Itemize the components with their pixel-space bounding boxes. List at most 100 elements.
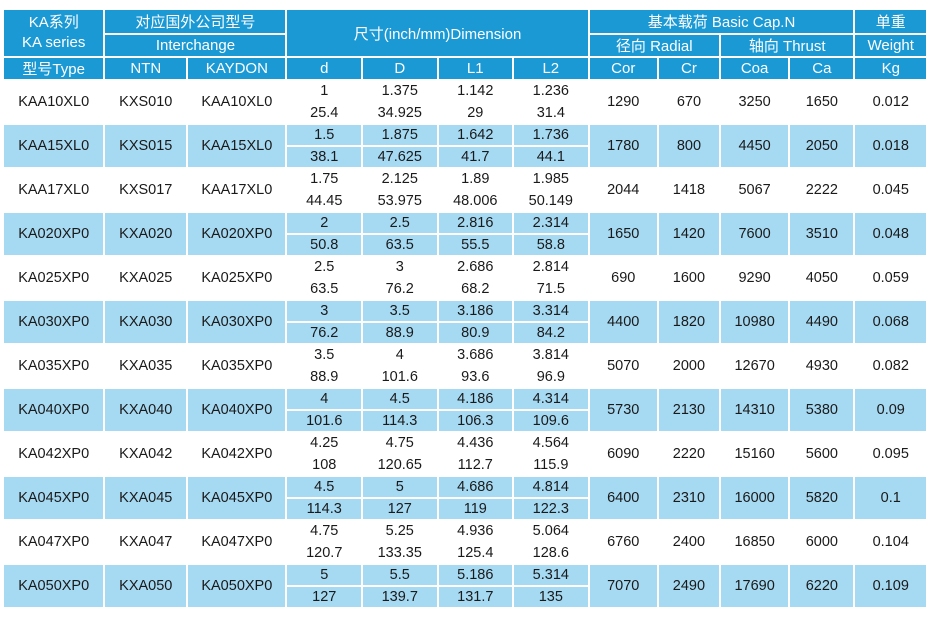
- table-row: KA045XP0 KXA045 KA045XP0 4.5 5 4.686 4.814 6400…: [1, 475, 928, 521]
- ca-cell: 2050: [788, 123, 856, 169]
- L2-inch-cell: 4.564: [512, 431, 590, 455]
- header-ka-series-cn: KA系列: [28, 13, 79, 31]
- coa-cell: 17690: [718, 563, 791, 609]
- L1-mm-cell: 112.7: [436, 453, 515, 477]
- header-radial: 径向 Radial: [587, 33, 721, 58]
- header-row-2: Interchange 径向 Radial 轴向 Thrust Weight: [3, 33, 928, 58]
- table-row: KA030XP0 KXA030 KA030XP0 3 3.5 3.186 3.314 4400…: [1, 299, 928, 345]
- D-mm-cell: 101.6: [361, 365, 439, 389]
- header-col-D: D: [361, 56, 439, 81]
- ntn-cell: KXA050: [103, 563, 189, 609]
- L2-inch-cell: 1.236: [512, 79, 590, 103]
- ntn-cell: KXA040: [103, 387, 189, 433]
- ntn-cell: KXA030: [103, 299, 189, 345]
- L2-mm-cell: 50.149: [512, 189, 590, 213]
- header-dimension: 尺寸(inch/mm)Dimension: [285, 8, 590, 58]
- header-col-ca: Ca: [788, 56, 856, 81]
- D-mm-cell: 139.7: [361, 585, 439, 609]
- model-cell: KA050XP0: [1, 563, 106, 609]
- d-inch-cell: 3: [285, 299, 363, 323]
- D-inch-cell: 5.25: [361, 519, 439, 543]
- model-cell: KA042XP0: [1, 431, 106, 477]
- L2-inch-cell: 2.314: [512, 211, 590, 235]
- d-inch-cell: 4.5: [285, 475, 363, 499]
- ntn-cell: KXA042: [103, 431, 189, 477]
- D-mm-cell: 47.625: [361, 145, 439, 169]
- table-row: KA050XP0 KXA050 KA050XP0 5 5.5 5.186 5.314 7070…: [1, 563, 928, 609]
- table-header: KA系列 KA series 对应国外公司型号 尺寸(inch/mm)Dimen…: [1, 8, 928, 81]
- kg-cell: 0.1: [853, 475, 928, 521]
- kaydon-cell: KA030XP0: [186, 299, 288, 345]
- cor-cell: 4400: [587, 299, 659, 345]
- header-col-L1: L1: [436, 56, 515, 81]
- L1-inch-cell: 4.686: [436, 475, 515, 499]
- header-col-ntn: NTN: [103, 56, 189, 81]
- d-inch-cell: 2: [285, 211, 363, 235]
- d-inch-cell: 4.75: [285, 519, 363, 543]
- table-row-mm: 44.45 53.975 48.006 50.149: [3, 189, 927, 213]
- header-ka-series: KA系列 KA series: [1, 8, 106, 58]
- L1-inch-cell: 1.89: [436, 167, 515, 191]
- model-cell: KA020XP0: [1, 211, 106, 257]
- table-row-mm: 101.6 114.3 106.3 109.6: [3, 409, 927, 433]
- table-row: KAA10XL0 KXS010 KAA10XL0 1 1.375 1.142 1.236 12…: [1, 79, 928, 125]
- ntn-cell: KXA045: [103, 475, 189, 521]
- table-row: KAA15XL0 KXS015 KAA15XL0 1.5 1.875 1.642 1.736…: [1, 123, 928, 169]
- cr-cell: 800: [656, 123, 721, 169]
- L1-inch-cell: 3.186: [436, 299, 515, 323]
- D-mm-cell: 76.2: [361, 277, 439, 301]
- ca-cell: 1650: [788, 79, 856, 125]
- kg-cell: 0.048: [853, 211, 928, 257]
- header-col-kg: Kg: [853, 56, 928, 81]
- L1-mm-cell: 80.9: [436, 321, 515, 345]
- d-mm-cell: 101.6: [285, 409, 363, 433]
- bearing-spec-table: KA系列 KA series 对应国外公司型号 尺寸(inch/mm)Dimen…: [1, 8, 928, 609]
- coa-cell: 4450: [718, 123, 791, 169]
- header-weight-en: Weight: [853, 33, 928, 58]
- L1-inch-cell: 5.186: [436, 563, 515, 587]
- coa-cell: 14310: [718, 387, 791, 433]
- L2-mm-cell: 58.8: [512, 233, 590, 257]
- cr-cell: 1418: [656, 167, 721, 213]
- table-row: KA040XP0 KXA040 KA040XP0 4 4.5 4.186 4.314 5730…: [1, 387, 928, 433]
- header-col-L2: L2: [512, 56, 590, 81]
- coa-cell: 7600: [718, 211, 791, 257]
- header-col-coa: Coa: [718, 56, 791, 81]
- header-row-3: 型号Type NTN KAYDON d D L1 L2 Cor Cr Coa C…: [1, 56, 928, 81]
- L2-mm-cell: 96.9: [512, 365, 590, 389]
- cr-cell: 1820: [656, 299, 721, 345]
- kg-cell: 0.059: [853, 255, 928, 301]
- cr-cell: 1420: [656, 211, 721, 257]
- L2-inch-cell: 3.814: [512, 343, 590, 367]
- L2-inch-cell: 1.985: [512, 167, 590, 191]
- table-row: KA025XP0 KXA025 KA025XP0 2.5 3 2.686 2.814 690 1…: [1, 255, 928, 301]
- cor-cell: 6090: [587, 431, 659, 477]
- coa-cell: 12670: [718, 343, 791, 389]
- coa-cell: 10980: [718, 299, 791, 345]
- table-row: KA047XP0 KXA047 KA047XP0 4.75 5.25 4.936 5.064…: [1, 519, 928, 565]
- table-row-mm: 127 139.7 131.7 135: [3, 585, 927, 609]
- L1-inch-cell: 1.142: [436, 79, 515, 103]
- ntn-cell: KXA035: [103, 343, 189, 389]
- kg-cell: 0.018: [853, 123, 928, 169]
- D-mm-cell: 133.35: [361, 541, 439, 565]
- table-row: KA035XP0 KXA035 KA035XP0 3.5 4 3.686 3.814 5070…: [1, 343, 928, 389]
- cor-cell: 6760: [587, 519, 659, 565]
- cor-cell: 1650: [587, 211, 659, 257]
- d-inch-cell: 5: [285, 563, 363, 587]
- kaydon-cell: KA047XP0: [186, 519, 288, 565]
- L2-inch-cell: 2.814: [512, 255, 590, 279]
- kg-cell: 0.109: [853, 563, 928, 609]
- L1-inch-cell: 4.936: [436, 519, 515, 543]
- kg-cell: 0.09: [853, 387, 928, 433]
- model-cell: KA045XP0: [1, 475, 106, 521]
- L1-inch-cell: 2.686: [436, 255, 515, 279]
- table-body: KAA10XL0 KXS010 KAA10XL0 1 1.375 1.142 1.236 12…: [1, 79, 928, 609]
- table-row-mm: 25.4 34.925 29 31.4: [3, 101, 927, 125]
- header-col-kaydon: KAYDON: [186, 56, 288, 81]
- table-row-mm: 38.1 47.625 41.7 44.1: [3, 145, 927, 169]
- d-mm-cell: 88.9: [285, 365, 363, 389]
- header-row-1: KA系列 KA series 对应国外公司型号 尺寸(inch/mm)Dimen…: [1, 8, 928, 58]
- model-cell: KAA10XL0: [1, 79, 106, 125]
